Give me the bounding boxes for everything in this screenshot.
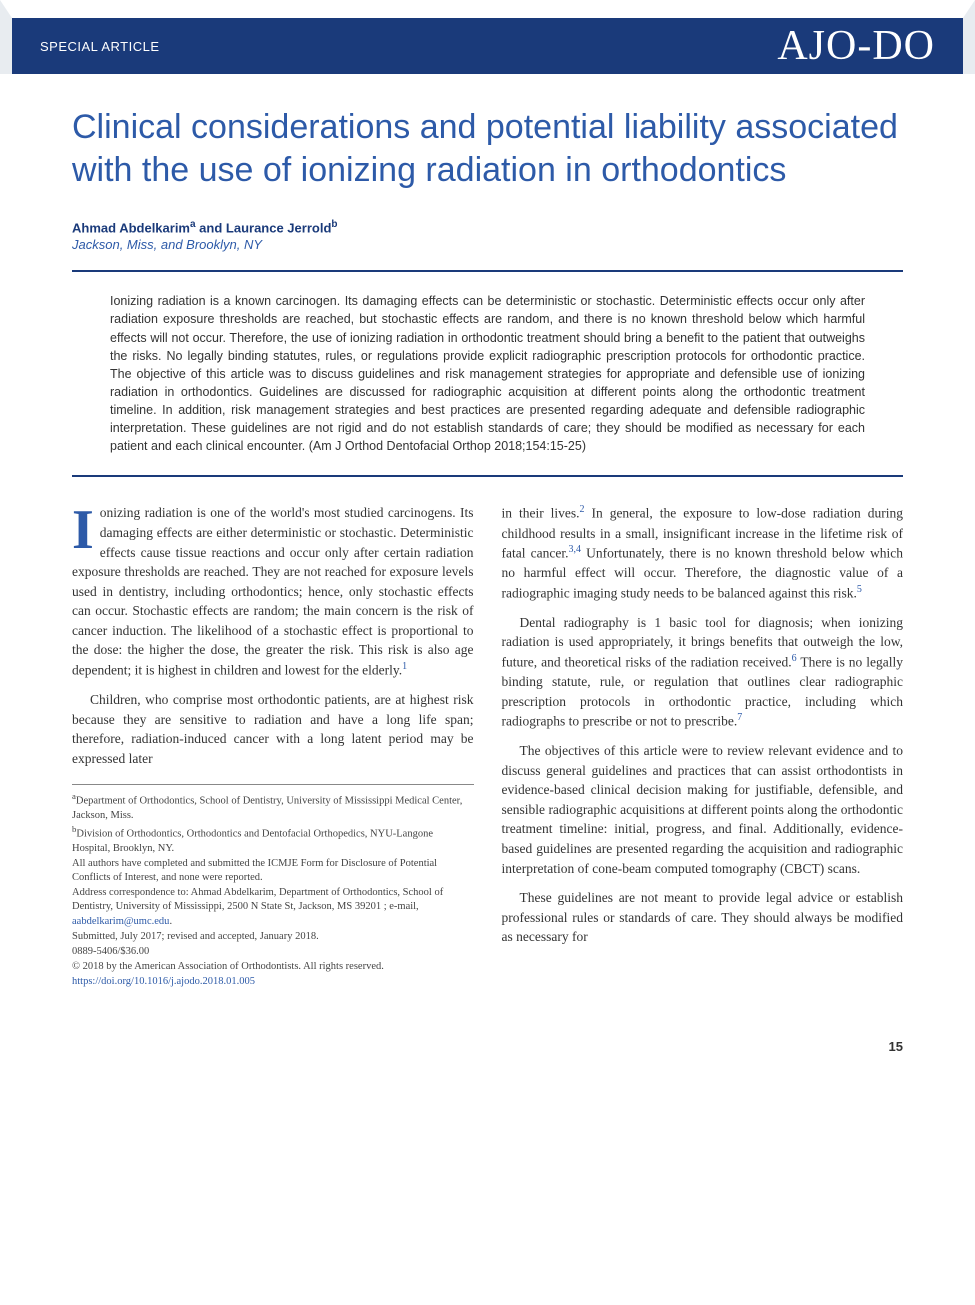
body-paragraph: Dental radiography is 1 basic tool for d…: [502, 613, 904, 731]
header-bar: SPECIAL ARTICLE AJO-DO: [12, 18, 963, 74]
citation-ref[interactable]: 1: [402, 661, 407, 672]
rule-bottom: [72, 475, 903, 477]
footnote-copyright: © 2018 by the American Association of Or…: [72, 960, 474, 974]
affiliation-summary: Jackson, Miss, and Brooklyn, NY: [72, 237, 903, 252]
citation-ref[interactable]: 7: [737, 712, 742, 723]
footnote-text: Department of Orthodontics, School of De…: [72, 796, 462, 821]
footnote-affil-b: bDivision of Orthodontics, Orthodontics …: [72, 824, 474, 856]
footnotes: aDepartment of Orthodontics, School of D…: [72, 784, 474, 989]
email-link[interactable]: aabdelkarim@umc.edu: [72, 916, 169, 927]
footnote-text: Division of Orthodontics, Orthodontics a…: [72, 829, 433, 854]
body-paragraph: Ionizing radiation is one of the world's…: [72, 503, 474, 680]
left-column: Ionizing radiation is one of the world's…: [72, 503, 474, 990]
body-paragraph: Children, who comprise most orthodontic …: [72, 690, 474, 768]
body-paragraph: The objectives of this article were to r…: [502, 741, 904, 878]
page-number: 15: [0, 1031, 975, 1072]
footnote-text: Address correspondence to: Ahmad Abdelka…: [72, 887, 443, 912]
footnote-submitted: Submitted, July 2017; revised and accept…: [72, 930, 474, 944]
section-label: SPECIAL ARTICLE: [40, 39, 160, 54]
body-paragraph: in their lives.2 In general, the exposur…: [502, 503, 904, 602]
article-content: Clinical considerations and potential li…: [0, 74, 975, 1031]
authors: Ahmad Abdelkarima and Laurance Jerroldb: [72, 219, 903, 235]
rule-top: [72, 270, 903, 272]
footnote-issn: 0889-5406/$36.00: [72, 945, 474, 959]
doi-link[interactable]: https://doi.org/10.1016/j.ajodo.2018.01.…: [72, 976, 255, 987]
footnote-affil-a: aDepartment of Orthodontics, School of D…: [72, 791, 474, 823]
body-paragraph: These guidelines are not meant to provid…: [502, 888, 904, 947]
citation-ref[interactable]: 5: [857, 584, 862, 595]
dropcap: I: [72, 503, 100, 555]
body-text: onizing radiation is one of the world's …: [72, 505, 474, 677]
citation-ref[interactable]: 3,4: [569, 544, 582, 555]
body-columns: Ionizing radiation is one of the world's…: [72, 503, 903, 990]
page-frame: SPECIAL ARTICLE AJO-DO: [0, 0, 975, 74]
footnote-text: .: [169, 916, 172, 927]
journal-logo: AJO-DO: [777, 22, 935, 70]
footnote-doi: https://doi.org/10.1016/j.ajodo.2018.01.…: [72, 975, 474, 989]
right-column: in their lives.2 In general, the exposur…: [502, 503, 904, 990]
abstract: Ionizing radiation is a known carcinogen…: [72, 278, 903, 469]
body-text: in their lives.: [502, 506, 580, 521]
footnote-coi: All authors have completed and submitted…: [72, 857, 474, 885]
footnote-correspondence: Address correspondence to: Ahmad Abdelka…: [72, 886, 474, 929]
article-title: Clinical considerations and potential li…: [72, 106, 903, 191]
